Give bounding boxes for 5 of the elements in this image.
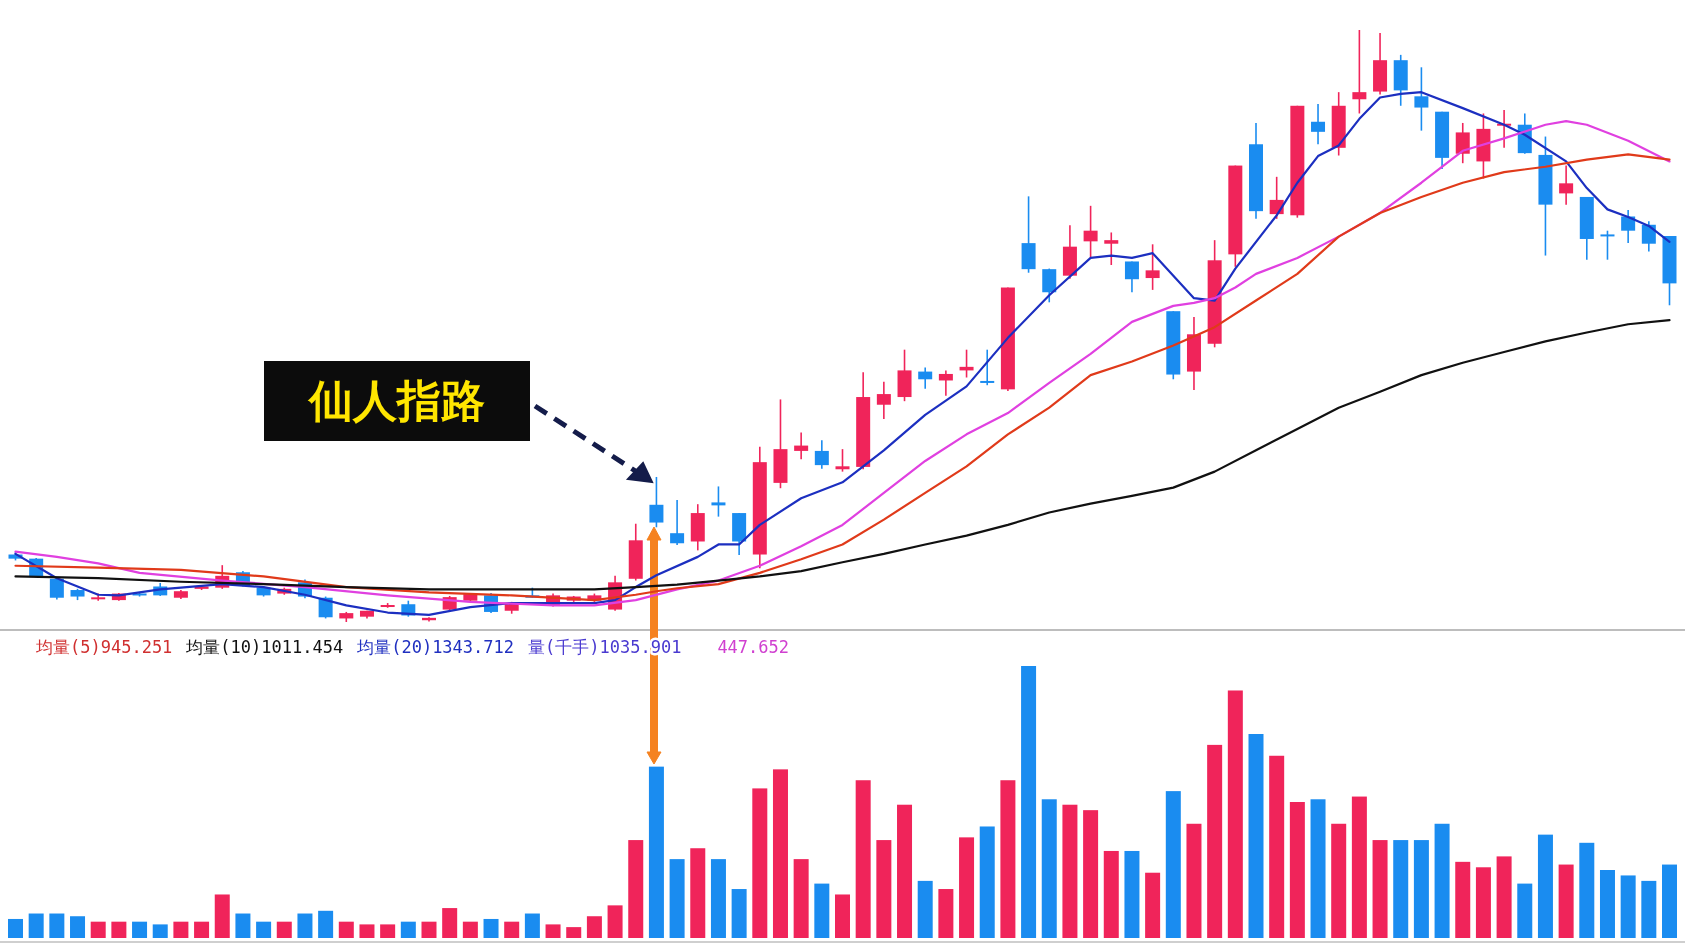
text: 均量(20)1343.712 [356, 637, 515, 657]
text: 均量(10)1011.454 [185, 637, 344, 657]
annotation: 仙人指路 [307, 375, 485, 426]
text: 均量(5)945.251 [35, 637, 173, 657]
text: 447.652 [717, 637, 790, 657]
